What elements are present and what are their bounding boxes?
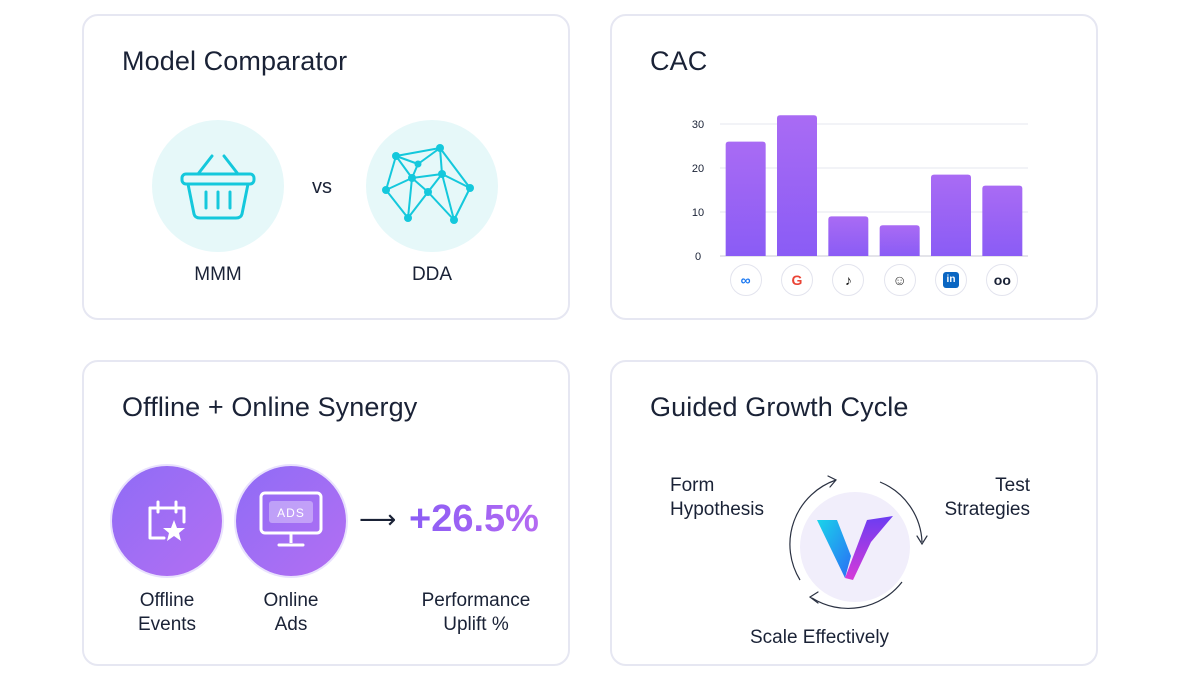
card-title: Model Comparator (122, 46, 348, 76)
meta-icon: ∞ (729, 264, 762, 296)
model-comparator-card: Model Comparator MMM vs (82, 14, 570, 320)
mmm-circle (152, 120, 284, 252)
network-icon (382, 144, 474, 224)
bar-linkedin (931, 174, 971, 256)
offline-events-label: Offline Events (112, 589, 222, 637)
card-title: Guided Growth Cycle (650, 392, 909, 422)
uplift-label-line2: Uplift % (443, 614, 509, 635)
calendar-star-icon (148, 500, 186, 541)
test-strategies-line2: Strategies (944, 499, 1030, 520)
y-tick-label: 20 (692, 163, 704, 175)
form-hypothesis-line2: Hypothesis (670, 499, 764, 520)
vs-label: vs (312, 176, 332, 198)
bar-other (982, 185, 1023, 256)
right-arrow-icon: ⟶ (359, 504, 397, 534)
offline-events-circle (112, 466, 222, 576)
dda-circle (366, 120, 498, 252)
linkedin-icon: in (935, 264, 967, 296)
growth-center (800, 492, 910, 602)
uplift-label-line1: Performance (421, 590, 531, 611)
card-title: CAC (650, 46, 708, 76)
mmm-label: MMM (194, 264, 242, 285)
basket-icon (180, 154, 256, 220)
bar-snapchat (879, 225, 920, 256)
y-tick-label: 30 (692, 119, 704, 131)
snapchat-icon: ☺ (883, 264, 916, 296)
cycle-arrows-icon (789, 475, 928, 610)
online-ads-label-line1: Online (263, 590, 319, 611)
tiktok-icon: ♪ (832, 264, 865, 296)
ads-ghost-icon: oo (986, 264, 1019, 296)
form-hypothesis-label: Form Hypothesis (670, 474, 764, 522)
scale-effectively-label: Scale Effectively (750, 627, 890, 648)
online-ads-label-line2: Ads (274, 614, 308, 635)
test-strategies-line1: Test (995, 475, 1030, 496)
ads-text: ADS (277, 506, 305, 520)
dda-label: DDA (411, 264, 453, 285)
test-strategies-label: Test Strategies (930, 474, 1030, 522)
online-ads-circle: ADS (236, 466, 346, 576)
bar-tiktok (828, 216, 869, 256)
cac-card: CAC 0 10 20 30 ∞ G ♪ ☺ in oo (610, 14, 1098, 320)
online-ads-label: Online Ads (236, 589, 346, 637)
growth-cycle-card: Guided Growth Cycle Form Hypothesis Test… (610, 360, 1098, 666)
monitor-ads-icon: ADS (259, 491, 323, 547)
cac-bar-chart: 0 10 20 30 (692, 115, 1028, 263)
offline-events-label-line2: Events (137, 614, 197, 635)
y-tick-label: 0 (695, 251, 701, 263)
uplift-label: Performance Uplift % (406, 589, 546, 637)
offline-events-label-line1: Offline (139, 590, 195, 611)
synergy-card: Offline + Online Synergy Offline Events … (82, 360, 570, 666)
google-icon: G (781, 264, 813, 296)
y-tick-label: 10 (692, 207, 704, 219)
bar-meta (725, 141, 766, 256)
v-logo-icon (817, 516, 893, 580)
linkedin-square: in (943, 272, 959, 288)
bar-google (777, 115, 817, 256)
card-title: Offline + Online Synergy (122, 392, 418, 422)
form-hypothesis-line1: Form (670, 475, 715, 496)
uplift-value: +26.5% (409, 498, 539, 540)
